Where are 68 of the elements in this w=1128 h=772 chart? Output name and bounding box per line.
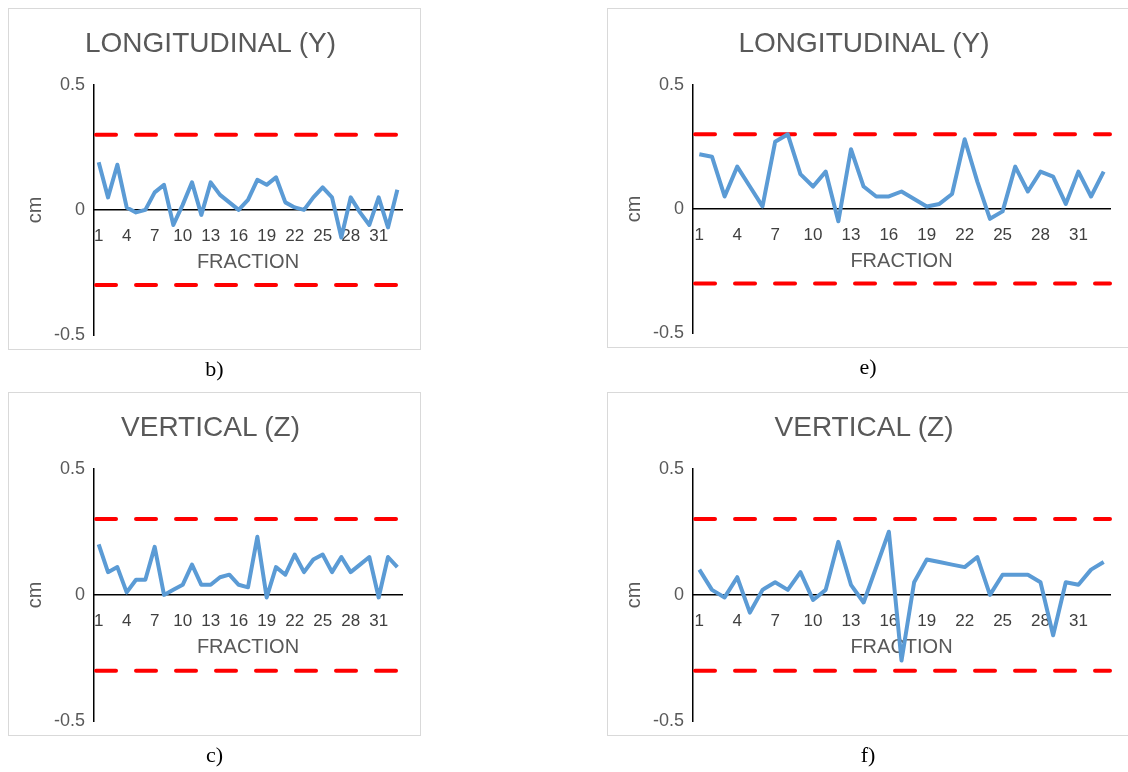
x-tick-label: 13	[841, 224, 861, 244]
y-tick-label: -0.5	[652, 322, 685, 343]
x-tick-label: 1	[93, 225, 104, 245]
y-tick-label: -0.5	[53, 324, 86, 345]
text: c)	[204, 742, 225, 768]
x-tick-label: 19	[917, 610, 937, 630]
x-tick-label: 22	[955, 224, 975, 244]
x-tick-label: 1	[694, 610, 705, 630]
x-axis-title: FRACTION	[196, 249, 300, 272]
chart-title: VERTICAL (Z)	[774, 410, 954, 442]
x-tick-label: 28	[1031, 224, 1050, 244]
x-tick-label: 7	[770, 610, 780, 630]
x-tick-label: 22	[285, 610, 305, 630]
chart-title: LONGITUDINAL (Y)	[738, 26, 990, 58]
x-tick-label: 22	[955, 610, 975, 630]
x-tick-label: 4	[121, 610, 132, 630]
x-tick-label: 22	[285, 225, 305, 245]
x-tick-label: 7	[149, 610, 160, 630]
y-axis-title: cm	[621, 195, 644, 223]
x-tick-label: 19	[257, 610, 277, 630]
x-tick-label: 4	[121, 225, 132, 245]
x-tick-label: 19	[917, 224, 937, 244]
y-tick-label: -0.5	[652, 710, 685, 731]
y-tick-label: 0	[75, 198, 86, 219]
y-axis-title: cm	[22, 196, 45, 224]
x-tick-label: 31	[369, 610, 389, 630]
x-axis-title: FRACTION	[196, 634, 300, 657]
y-axis-title: cm	[22, 581, 45, 609]
y-tick-label: 0.5	[59, 73, 86, 94]
x-tick-label: 16	[229, 610, 249, 630]
x-tick-label: 7	[770, 224, 780, 244]
x-tick-label: 10	[173, 610, 193, 630]
x-tick-label: 13	[201, 225, 221, 245]
x-tick-label: 4	[732, 224, 742, 244]
x-tick-label: 25	[993, 224, 1013, 244]
x-tick-label: 16	[229, 225, 249, 245]
x-tick-label: 31	[1068, 224, 1088, 244]
x-tick-label: 10	[803, 224, 823, 244]
x-tick-label: 25	[313, 610, 333, 630]
y-tick-label: 0	[75, 583, 86, 604]
y-tick-label: 0.5	[658, 73, 685, 94]
x-tick-label: 28	[341, 610, 361, 630]
x-tick-label: 13	[201, 610, 221, 630]
x-tick-label: 1	[93, 610, 104, 630]
chart-title: LONGITUDINAL (Y)	[85, 26, 336, 58]
text: f)	[859, 742, 877, 768]
y-tick-label: 0	[674, 197, 685, 218]
text: e)	[858, 354, 878, 380]
y-axis-title: cm	[621, 581, 644, 609]
y-tick-label: 0	[674, 583, 685, 604]
y-tick-label: 0.5	[658, 457, 685, 478]
x-tick-label: 19	[257, 225, 277, 245]
x-tick-label: 25	[313, 225, 333, 245]
y-tick-label: -0.5	[53, 710, 86, 731]
x-tick-label: 10	[173, 225, 193, 245]
x-tick-label: 10	[803, 610, 823, 630]
x-tick-label: 16	[879, 224, 899, 244]
x-tick-label: 25	[993, 610, 1013, 630]
x-tick-label: 4	[732, 610, 742, 630]
text: b)	[204, 356, 225, 382]
chart-title: VERTICAL (Z)	[121, 410, 300, 442]
y-tick-label: 0.5	[59, 457, 86, 478]
x-axis-title: FRACTION	[850, 248, 953, 271]
x-tick-label: 31	[369, 225, 389, 245]
x-tick-label: 1	[694, 224, 705, 244]
x-tick-label: 31	[1068, 610, 1088, 630]
x-tick-label: 13	[841, 610, 861, 630]
x-tick-label: 7	[149, 225, 160, 245]
